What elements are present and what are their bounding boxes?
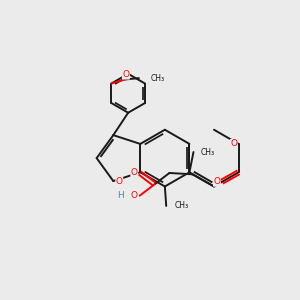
Text: CH₃: CH₃ bbox=[201, 148, 215, 157]
Text: O: O bbox=[131, 191, 138, 200]
Text: O: O bbox=[230, 140, 237, 148]
Text: H: H bbox=[117, 191, 124, 200]
Text: O: O bbox=[214, 177, 220, 186]
Text: O: O bbox=[131, 169, 138, 178]
Text: CH₃: CH₃ bbox=[174, 201, 188, 210]
Text: CH₃: CH₃ bbox=[150, 74, 164, 82]
Text: O: O bbox=[122, 70, 129, 79]
Text: O: O bbox=[116, 177, 123, 186]
